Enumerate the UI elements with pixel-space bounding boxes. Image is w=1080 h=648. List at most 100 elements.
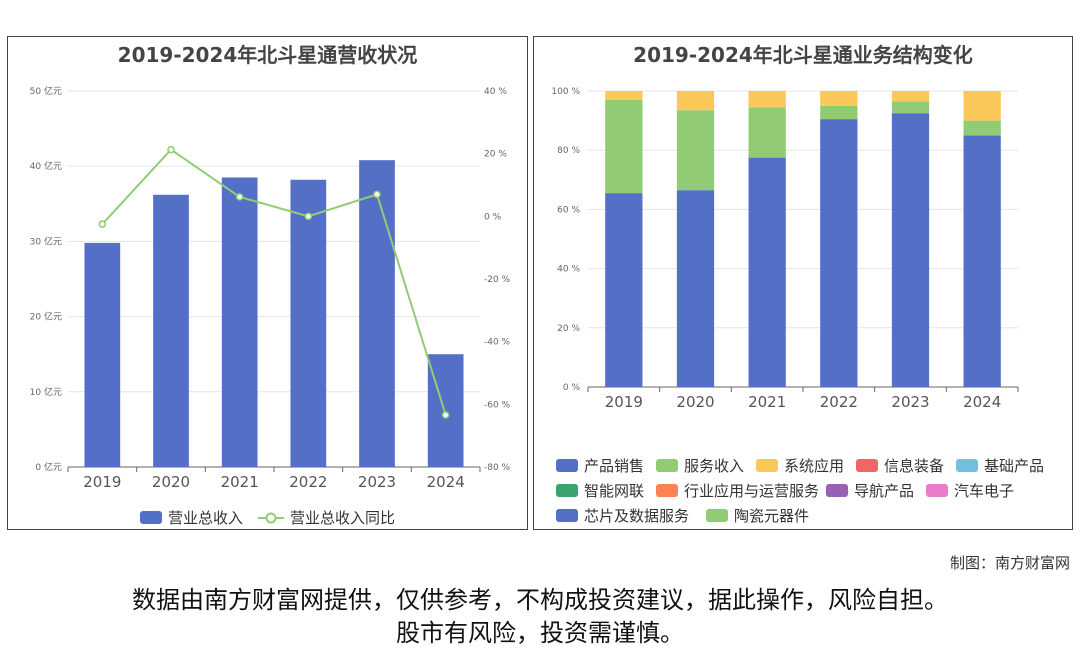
y-left-tick-label: 10 亿元 [30,386,62,398]
revenue-chart: 0 亿元 10 亿元 20 亿元 30 亿元 40 亿元 50 亿元 -80 % -60 % -… [30,85,511,491]
legend-item[interactable]: 行业应用与运营服务 [656,480,819,501]
legend-item[interactable]: 导航产品 [826,480,914,501]
legend-item-revenue[interactable]: 营业总收入 [140,507,243,528]
legend-swatch [656,484,678,497]
legend-item[interactable]: 服务收入 [656,455,744,476]
stack-segment [748,91,786,108]
legend-item[interactable]: 基础产品 [956,455,1044,476]
legend-label: 系统应用 [784,457,845,475]
revenue-bar [427,354,464,467]
stack-segment [605,91,643,100]
business-structure-panel: 2019-2024年北斗星通业务结构变化 0 % 20 % 40 % 60 % 80 %… [533,36,1073,530]
business-structure-title: 2019-2024年北斗星通业务结构变化 [633,43,973,67]
revenue-yoy-line [101,148,447,416]
stack-segment [963,135,1001,387]
y-tick-label: 100 % [551,87,580,97]
legend-label: 智能网联 [584,482,645,500]
revenue-bar [84,242,121,467]
revenue-bar [359,160,395,467]
y-left-tick-label: 50 亿元 [30,85,62,97]
legend-item[interactable]: 信息装备 [856,455,944,476]
legend-swatch [756,459,778,472]
stack-segment [676,110,715,191]
stack-segment [820,91,858,106]
legend-label: 导航产品 [854,482,915,500]
x-tick-label: 2022 [820,393,858,411]
stack-segment [676,190,715,387]
y-tick-label: 40 % [557,265,580,275]
stack-segment [605,193,643,387]
stack-segment [676,91,715,111]
revenue-bar [221,177,258,468]
y-right-tick-label: -80 % [484,463,511,473]
revenue-yoy-point [235,193,244,201]
revenue-bar [290,179,327,467]
y-left-tick-label: 0 亿元 [35,461,62,473]
revenue-yoy-point [373,190,381,199]
legend-item[interactable]: 系统应用 [756,455,844,476]
legend-label: 芯片及数据服务 [584,507,690,525]
legend-label-revenue-yoy: 营业总收入同比 [290,509,396,527]
legend-label: 服务收入 [684,457,745,475]
x-tick-label: 2024 [963,393,1001,411]
revenue-yoy-point [98,220,107,228]
stack-segment [748,157,786,387]
legend-item[interactable]: 智能网联 [556,480,644,501]
x-tick-label: 2022 [289,473,327,491]
stack-segment [820,119,858,388]
x-tick-label: 2019 [605,393,643,411]
revenue-bar [153,194,189,467]
x-tick-label: 2020 [676,393,714,411]
stack-segment [748,107,786,158]
legend-label: 行业应用与运营服务 [684,482,820,500]
legend-label: 产品销售 [584,457,645,475]
legend-label-revenue: 营业总收入 [168,509,244,527]
revenue-yoy-point [441,411,450,419]
y-left-tick-label: 20 亿元 [30,311,62,323]
disclaimer-line-2: 股市有风险，投资需谨慎。 [396,619,684,647]
legend-label: 陶瓷元器件 [734,507,810,525]
x-tick-label: 2019 [83,473,121,491]
chart-credit: 制图：南方财富网 [949,554,1070,572]
y-right-tick-label: -40 % [484,338,511,348]
business-structure-chart: 0 % 20 % 40 % 60 % 80 % 100 % 2019 2020 2021 2022… [551,87,1019,411]
revenue-yoy-point [167,145,175,154]
legend-swatch [826,484,848,497]
y-tick-label: 60 % [557,205,580,215]
legend-label: 基础产品 [984,457,1045,475]
stack-segment [963,120,1001,136]
legend-swatch [656,459,678,472]
legend-swatch [926,484,948,497]
y-right-tick-label: 40 % [484,87,507,97]
legend-swatch [956,459,978,472]
legend-line-icon [258,512,284,523]
legend-item[interactable]: 汽车电子 [926,480,1014,501]
legend-label: 汽车电子 [954,482,1015,500]
y-right-tick-label: -60 % [484,400,511,410]
revenue-yoy-point [304,212,313,221]
stack-segment [605,99,643,194]
legend-swatch [556,509,578,522]
x-tick-label: 2024 [427,473,465,491]
stack-segment [891,101,930,114]
revenue-chart-title: 2019-2024年北斗星通营收状况 [117,43,418,67]
stack-segment [963,91,1001,121]
y-right-tick-label: 20 % [484,150,507,160]
y-left-tick-label: 40 亿元 [30,160,62,172]
stack-segment [891,113,930,387]
disclaimer-line-1: 数据由南方财富网提供，仅供参考，不构成投资建议，据此操作，风险自担。 [132,586,948,614]
legend-item-revenue-yoy[interactable]: 营业总收入同比 [258,507,395,528]
legend-label: 信息装备 [884,457,945,475]
x-tick-label: 2020 [152,473,190,491]
legend-swatch [706,509,728,522]
legend-swatch [856,459,878,472]
stack-segment [891,91,930,102]
legend-item[interactable]: 产品销售 [556,455,644,476]
legend-item[interactable]: 陶瓷元器件 [706,505,809,526]
y-right-tick-label: -20 % [484,275,511,285]
x-tick-label: 2021 [748,393,786,411]
legend-item[interactable]: 芯片及数据服务 [556,505,689,526]
y-tick-label: 20 % [557,324,580,334]
revenue-chart-panel: 2019-2024年北斗星通营收状况 0 亿元 10 亿元 20 亿元 30 亿元 40… [7,36,528,530]
stack-segment [820,105,858,120]
